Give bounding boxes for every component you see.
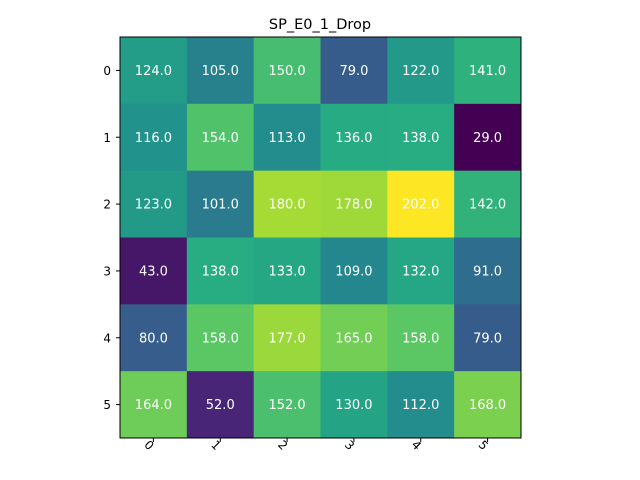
cell-value-label: 154.0	[202, 131, 239, 146]
cell-value-label: 101.0	[202, 198, 239, 213]
heatmap-cell-r4-c2	[253, 304, 321, 372]
cell-value-label: 164.0	[135, 398, 172, 413]
heatmap-cell-r4-c1	[186, 304, 255, 372]
heatmap-cell-r2-c0	[120, 170, 188, 238]
heatmap-cell-r5-c3	[320, 371, 388, 439]
cell-value-label: 133.0	[268, 264, 305, 279]
heatmap-cell-r1-c2	[253, 103, 321, 172]
cell-value-label: 150.0	[268, 64, 305, 79]
heatmap-cell-r1-c3	[320, 103, 388, 172]
cell-value-label: 141.0	[469, 64, 506, 79]
y-axis-ticks: 0 1 2 3 4 5	[103, 64, 120, 412]
heatmap-cell-r5-c4	[387, 371, 455, 439]
cell-value-label: 177.0	[268, 331, 305, 346]
heatmap-cell-r0-c2	[253, 37, 321, 105]
cell-value-label: 79.0	[339, 64, 368, 79]
heatmap-cell-r5-c0	[120, 371, 188, 439]
cell-value-label: 122.0	[402, 64, 439, 79]
heatmap-cell-r0-c4	[387, 37, 455, 105]
heatmap-cell-r1-c5	[454, 103, 522, 172]
cell-value-label: 124.0	[135, 64, 172, 79]
cell-value-label: 158.0	[202, 331, 239, 346]
y-tick-label: 5	[103, 398, 111, 412]
cell-value-label: 138.0	[402, 131, 439, 146]
heatmap-cell-r3-c1	[186, 237, 255, 305]
heatmap-cell-r5-c2	[253, 371, 321, 439]
heatmap-cell-r0-c3	[320, 37, 388, 105]
heatmap-cell-r1-c4	[387, 103, 455, 172]
cell-value-label: 43.0	[139, 264, 168, 279]
y-tick-label: 4	[103, 331, 111, 345]
cell-value-label: 202.0	[402, 198, 439, 213]
cell-value-label: 91.0	[473, 264, 502, 279]
heatmap-cell-r2-c2	[253, 170, 321, 238]
heatmap-cell-r2-c5	[454, 170, 522, 238]
cell-value-label: 136.0	[335, 131, 372, 146]
y-tick-label: 3	[103, 264, 111, 278]
heatmap-cell-r1-c0	[120, 103, 188, 172]
heatmap-cells	[120, 37, 522, 439]
cell-value-label: 152.0	[268, 398, 305, 413]
y-tick-label: 2	[103, 198, 111, 212]
heatmap-cell-r3-c5	[454, 237, 522, 305]
cell-value-label: 123.0	[135, 198, 172, 213]
heatmap-cell-r3-c2	[253, 237, 321, 305]
cell-value-label: 79.0	[473, 331, 502, 346]
cell-value-label: 52.0	[206, 398, 235, 413]
heatmap-cell-r5-c1	[186, 371, 255, 439]
cell-value-label: 116.0	[135, 131, 172, 146]
cell-value-label: 113.0	[268, 131, 305, 146]
cell-value-label: 178.0	[335, 198, 372, 213]
heatmap-cell-r2-c1	[186, 170, 255, 238]
axes-frame	[119, 36, 522, 439]
heatmap-cell-r3-c3	[320, 237, 388, 305]
cell-value-label: 158.0	[402, 331, 439, 346]
cell-value-label: 109.0	[335, 264, 372, 279]
y-tick-label: 1	[103, 131, 111, 145]
heatmap-cell-r2-c3	[320, 170, 388, 238]
heatmap-cell-r0-c0	[120, 37, 188, 105]
cell-value-label: 130.0	[335, 398, 372, 413]
cell-value-label: 165.0	[335, 331, 372, 346]
heatmap-cell-r5-c5	[454, 371, 522, 439]
y-tick-label: 0	[103, 64, 111, 78]
heatmap-cell-r0-c5	[454, 37, 522, 105]
heatmap-cell-labels: 124.0 105.0 150.0 79.0 122.0 141.0 116.0 154.0 1…	[135, 64, 506, 413]
heatmap-cell-r4-c4	[387, 304, 455, 372]
cell-value-label: 138.0	[202, 264, 239, 279]
heatmap-cell-r4-c0	[120, 304, 188, 372]
cell-value-label: 180.0	[268, 198, 305, 213]
heatmap-cell-r0-c1	[186, 37, 255, 105]
cell-value-label: 132.0	[402, 264, 439, 279]
cell-value-label: 112.0	[402, 398, 439, 413]
heatmap-cell-r4-c3	[320, 304, 388, 372]
cell-value-label: 80.0	[139, 331, 168, 346]
cell-value-label: 105.0	[202, 64, 239, 79]
cell-value-label: 168.0	[469, 398, 506, 413]
chart-title: SP_E0_1_Drop	[269, 17, 371, 33]
cell-value-label: 142.0	[469, 198, 506, 213]
heatmap-cell-r2-c4	[387, 170, 455, 238]
heatmap-cell-r3-c4	[387, 237, 455, 305]
heatmap-cell-r4-c5	[454, 304, 522, 372]
heatmap-cell-r3-c0	[120, 237, 188, 305]
cell-value-label: 29.0	[473, 131, 502, 146]
heatmap-cell-r1-c1	[186, 103, 255, 172]
